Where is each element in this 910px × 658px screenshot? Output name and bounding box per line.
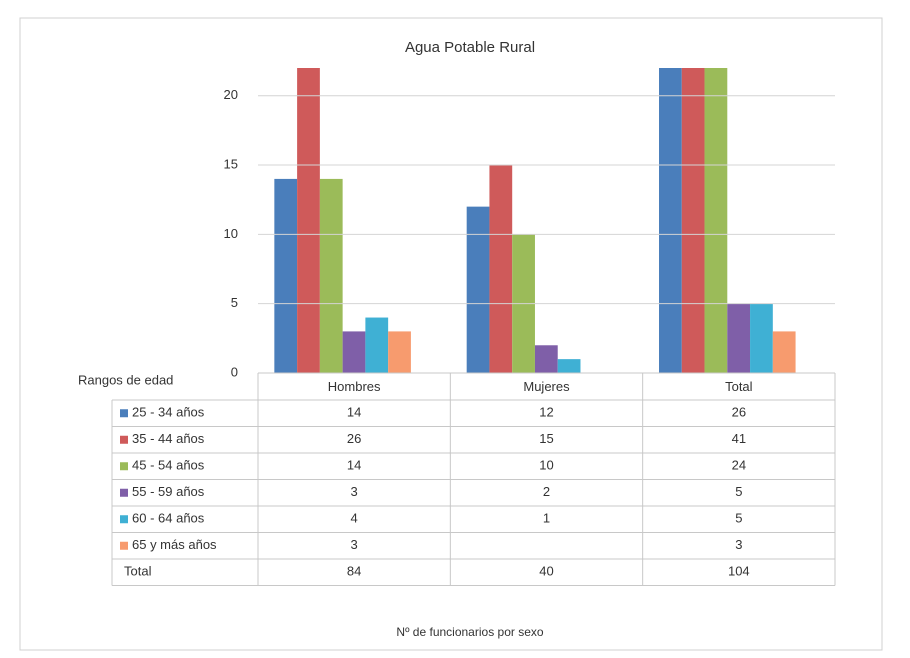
table-cell: 14 — [347, 405, 361, 420]
legend-swatch — [120, 488, 128, 497]
legend-swatch — [120, 435, 128, 444]
y-tick-label: 20 — [224, 87, 238, 102]
legend-label: 55 - 59 años — [132, 484, 205, 499]
legend-label: 35 - 44 años — [132, 431, 205, 446]
legend-label: 25 - 34 años — [132, 405, 205, 420]
table-cell: 15 — [539, 431, 553, 446]
bar — [388, 331, 411, 373]
table-cell: 10 — [539, 458, 553, 473]
bar — [727, 303, 751, 373]
bar — [489, 165, 513, 373]
table-cell: 3 — [351, 537, 358, 552]
legend-swatch — [120, 409, 128, 418]
x-tick-label: Mujeres — [523, 379, 570, 394]
bar — [557, 359, 581, 373]
table-cell: 41 — [732, 431, 746, 446]
table-total: 40 — [539, 564, 553, 579]
legend-label: 45 - 54 años — [132, 458, 205, 473]
x-axis-label: Nº de funcionarios por sexo — [396, 625, 543, 639]
bar — [342, 331, 366, 373]
bar — [659, 68, 682, 373]
table-total-label: Total — [124, 564, 152, 579]
legend-swatch — [120, 462, 128, 471]
table-cell: 14 — [347, 458, 361, 473]
table-total: 104 — [728, 564, 750, 579]
bar — [274, 178, 298, 373]
x-tick-label: Total — [725, 379, 753, 394]
table-cell: 5 — [735, 511, 742, 526]
bar — [319, 178, 343, 373]
table-cell: 26 — [732, 405, 746, 420]
y-tick-label: 0 — [231, 364, 238, 379]
table-cell: 4 — [351, 511, 358, 526]
y-tick-label: 10 — [224, 226, 238, 241]
bar — [681, 68, 705, 373]
bar — [772, 331, 796, 373]
table-cell: 3 — [735, 537, 742, 552]
table-header: Rangos de edad — [78, 372, 173, 387]
table-cell: 12 — [539, 405, 553, 420]
bar — [750, 303, 773, 373]
chart-title: Agua Potable Rural — [405, 39, 535, 56]
legend-label: 65 y más años — [132, 537, 217, 552]
y-tick-label: 15 — [224, 156, 238, 171]
bar — [534, 345, 558, 373]
table-cell: 26 — [347, 431, 361, 446]
table-total: 84 — [347, 564, 361, 579]
bar — [365, 317, 389, 373]
table-cell: 24 — [732, 458, 746, 473]
legend-swatch — [120, 515, 128, 524]
table-cell: 1 — [543, 511, 550, 526]
bar — [297, 68, 320, 373]
table-cell: 3 — [351, 484, 358, 499]
bar — [704, 68, 728, 373]
y-tick-label: 5 — [231, 295, 238, 310]
table-cell: 2 — [543, 484, 550, 499]
x-tick-label: Hombres — [328, 379, 381, 394]
legend-label: 60 - 64 años — [132, 511, 205, 526]
bar — [466, 206, 490, 373]
table-cell: 5 — [735, 484, 742, 499]
bars — [274, 68, 796, 373]
legend-swatch — [120, 541, 128, 550]
